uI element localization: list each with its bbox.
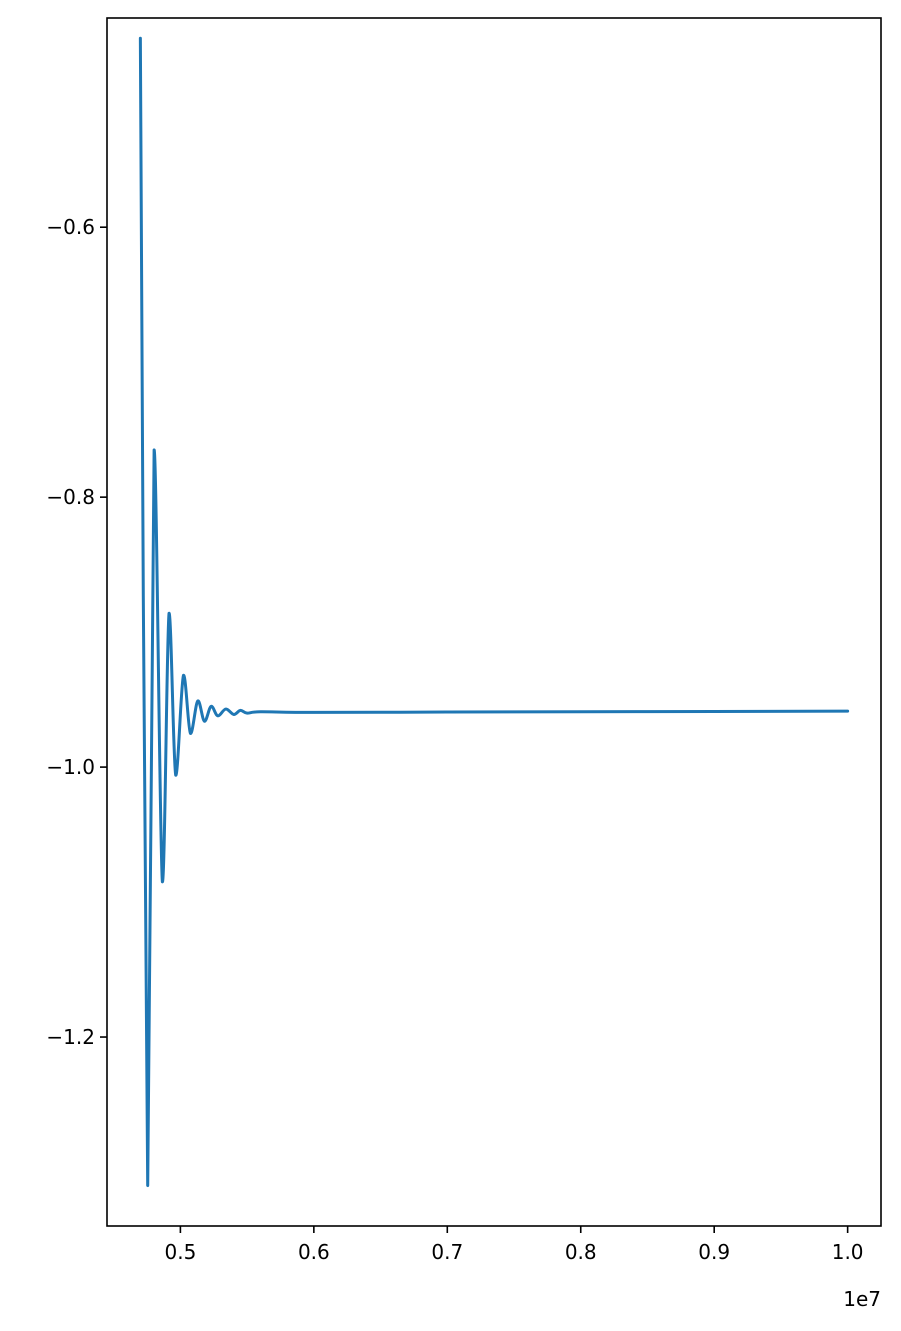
plot-area (138, 36, 850, 1188)
x-axis-offset-label: 1e7 (843, 1287, 881, 1311)
series-line (138, 36, 850, 1188)
x-tick-label: 0.9 (698, 1240, 730, 1264)
y-tick-label: −1.0 (46, 755, 95, 779)
x-tick-label: 0.7 (431, 1240, 463, 1264)
y-tick-label: −0.6 (46, 215, 95, 239)
y-tick-label: −1.2 (46, 1025, 95, 1049)
x-tick-label: 0.6 (298, 1240, 330, 1264)
x-axis: 0.5 0.6 0.7 0.8 0.9 1.0 (164, 1226, 864, 1264)
y-tick-label: −0.8 (46, 485, 95, 509)
x-tick-label: 0.5 (164, 1240, 196, 1264)
axes-frame (106, 17, 882, 1227)
y-axis: −0.6 −0.8 −1.0 −1.2 (46, 215, 107, 1049)
x-tick-label: 1.0 (832, 1240, 864, 1264)
x-tick-label: 0.8 (565, 1240, 597, 1264)
